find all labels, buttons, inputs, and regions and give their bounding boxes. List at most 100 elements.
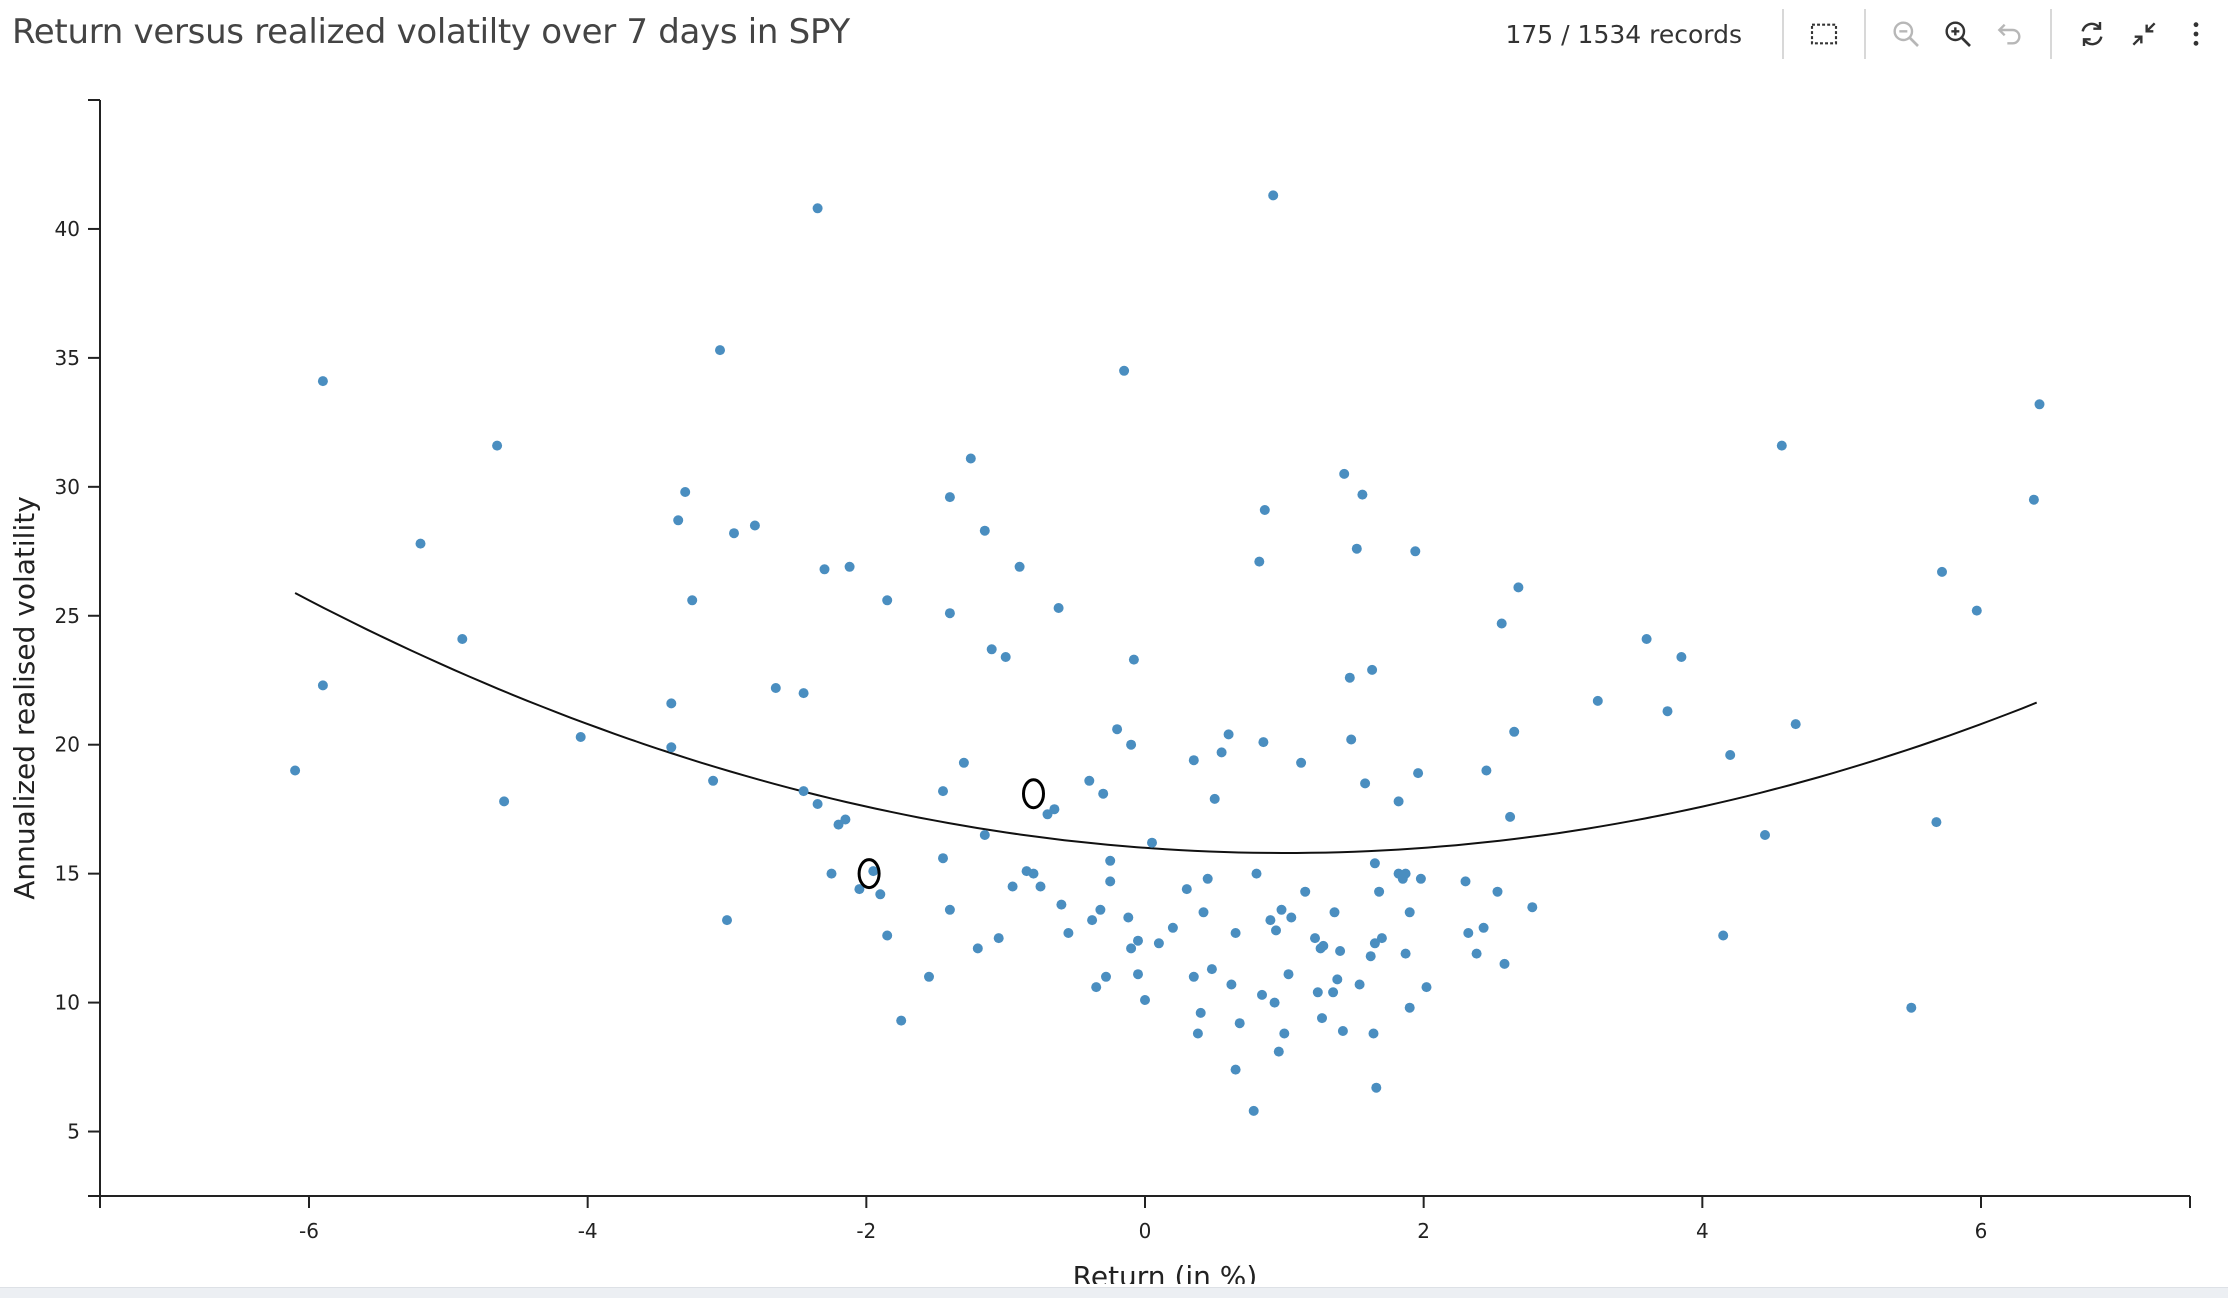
data-point [666, 698, 677, 709]
data-point [1317, 1013, 1327, 1024]
data-point [1254, 556, 1265, 567]
data-point [1471, 948, 1482, 959]
data-point [1112, 724, 1123, 735]
data-point [708, 775, 719, 786]
data-point [666, 742, 677, 753]
data-point [2034, 399, 2045, 410]
data-point [1119, 365, 1130, 376]
data-point [722, 915, 732, 926]
zoom-in-button[interactable] [1932, 8, 1984, 60]
y-tick-label: 30 [55, 475, 80, 499]
data-point [1662, 706, 1673, 717]
data-point [1095, 904, 1106, 915]
undo-button[interactable] [1984, 8, 2036, 60]
data-point [1676, 652, 1687, 662]
collapse-button[interactable] [2118, 8, 2170, 60]
data-point [1248, 1105, 1259, 1116]
data-point [1354, 979, 1365, 990]
x-tick-label: 4 [1696, 1219, 1709, 1243]
data-point [854, 884, 865, 895]
x-tick-label: 2 [1417, 1219, 1430, 1243]
data-point [1505, 811, 1516, 822]
data-point [1198, 907, 1209, 918]
data-point [1337, 1026, 1348, 1036]
data-point [1035, 881, 1046, 892]
y-tick-label: 25 [55, 604, 80, 628]
data-point [924, 971, 934, 982]
data-point [944, 904, 955, 915]
zoom-out-icon [1893, 21, 1919, 47]
data-point [993, 933, 1004, 944]
x-axis-title: Return (in %) [1073, 1260, 1258, 1284]
data-point [2028, 494, 2039, 505]
data-point [1365, 951, 1376, 962]
data-point [896, 1015, 907, 1026]
data-point [1329, 907, 1340, 918]
y-tick-label: 35 [55, 346, 80, 370]
x-tick-label: 6 [1975, 1219, 1988, 1243]
y-tick-label: 5 [67, 1120, 80, 1144]
data-point [1105, 855, 1116, 866]
data-point [1931, 817, 1942, 828]
zoom-out-button[interactable] [1880, 8, 1932, 60]
data-point [1271, 925, 1281, 936]
selection-icon [1810, 23, 1838, 45]
scatter-chart[interactable]: -6 -4 -2 0 2 4 6 5 10 15 20 25 30 35 40 Return (in %)… [0, 68, 2228, 1284]
y-tick-label: 40 [55, 217, 80, 241]
data-point [1310, 933, 1320, 944]
x-axis-ticks: -6 -4 -2 0 2 4 6 [299, 1196, 1987, 1243]
data-point [1369, 938, 1380, 949]
data-point [457, 634, 468, 644]
data-point [1147, 837, 1157, 848]
data-point [1937, 566, 1947, 577]
data-point [1028, 868, 1039, 879]
data-point [986, 644, 997, 655]
data-point [1268, 190, 1279, 201]
data-point [819, 564, 830, 575]
data-point [1269, 997, 1280, 1008]
data-point [1223, 729, 1234, 740]
refresh-button[interactable] [2066, 8, 2118, 60]
data-point [1410, 546, 1421, 557]
data-point [1641, 634, 1652, 644]
data-point [1056, 899, 1067, 910]
data-point [1374, 886, 1385, 897]
data-point [290, 765, 301, 776]
data-point [1014, 561, 1025, 572]
data-point [1133, 969, 1143, 980]
data-point [575, 732, 586, 742]
data-point [1126, 739, 1137, 750]
x-tick-label: -6 [299, 1219, 319, 1243]
data-point [1279, 1028, 1290, 1039]
data-point [1123, 912, 1134, 923]
data-point [1257, 989, 1267, 1000]
data-point [1126, 943, 1137, 954]
y-axis-ticks: 5 10 15 20 25 30 35 40 [55, 217, 100, 1144]
data-point [1053, 603, 1064, 613]
selection-button[interactable] [1798, 8, 1850, 60]
data-point [958, 757, 969, 768]
data-point [1592, 695, 1603, 706]
data-point [1226, 979, 1237, 990]
data-point [1296, 757, 1307, 768]
data-point [415, 538, 426, 549]
data-point [317, 376, 328, 387]
data-point [770, 683, 781, 693]
more-icon [2193, 22, 2199, 46]
data-point [1478, 922, 1489, 933]
data-point [1273, 1046, 1284, 1057]
collapse-icon [2132, 22, 2156, 46]
data-point [1276, 904, 1287, 915]
data-point [1188, 971, 1199, 982]
data-point [979, 525, 990, 536]
data-point [680, 487, 691, 497]
bottom-scrollbar [0, 1287, 2228, 1298]
data-point [687, 595, 698, 606]
data-point [812, 203, 823, 214]
data-point [1371, 1082, 1382, 1093]
data-point [1206, 964, 1217, 975]
data-point [844, 561, 855, 572]
data-point [715, 345, 725, 356]
more-options-button[interactable] [2170, 8, 2222, 60]
data-point [1087, 915, 1098, 926]
